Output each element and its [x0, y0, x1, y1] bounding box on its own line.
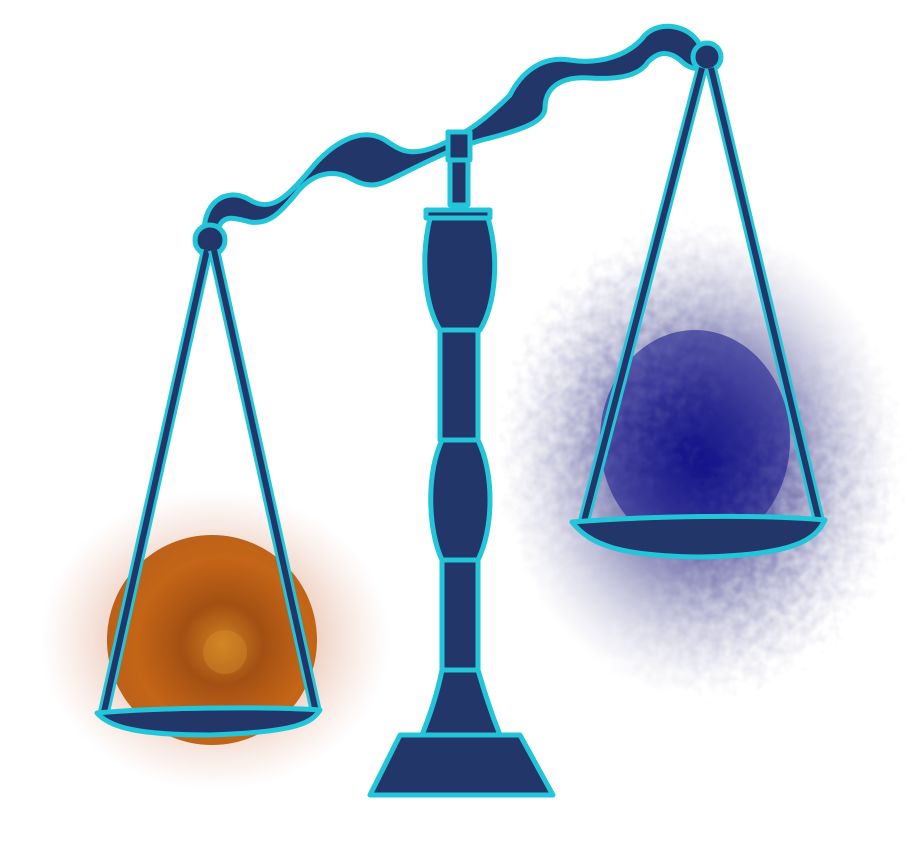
right-pan — [569, 513, 828, 560]
left-pivot-ring — [192, 222, 228, 258]
column-base — [367, 732, 556, 798]
column-foot — [419, 667, 503, 738]
dark-purple-cloud-icon — [500, 225, 900, 695]
left-pan — [94, 705, 323, 738]
column-lower-bulb — [428, 437, 493, 563]
orange-sphere-icon — [40, 490, 390, 790]
column-lower-shaft — [439, 557, 481, 673]
column-upper-bulb — [422, 215, 498, 333]
balance-scale-icon — [94, 23, 828, 798]
scale-beam — [201, 23, 715, 241]
column-neck — [447, 157, 471, 208]
column-cap — [445, 129, 473, 163]
column-upper-shaft — [437, 327, 481, 443]
